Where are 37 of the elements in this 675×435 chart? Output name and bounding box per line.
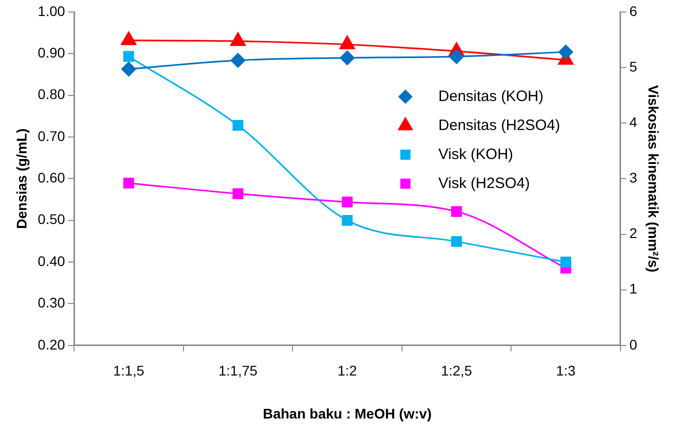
y2-tick-label: 1 xyxy=(629,280,638,297)
point xyxy=(342,214,353,226)
y-tick-label: 0.50 xyxy=(38,211,66,228)
legend-label: Densitas (H2SO4) xyxy=(438,116,560,134)
x-tick-label: 1:1,5 xyxy=(113,362,144,379)
legend-label: Densitas (KOH) xyxy=(438,88,544,105)
point xyxy=(451,236,462,247)
y2-tick-label: 0 xyxy=(629,336,638,352)
y-tick-label: 0.30 xyxy=(38,294,66,311)
y-tick-label: 0.90 xyxy=(38,44,66,61)
point xyxy=(232,188,244,200)
y2-axis-title: Viskosias kinematik (mm²/s) xyxy=(646,85,662,272)
point xyxy=(123,51,134,62)
y2-tick-label: 5 xyxy=(629,58,638,74)
point xyxy=(342,196,353,208)
x-tick-label: 1:3 xyxy=(556,362,576,379)
point xyxy=(451,206,462,217)
y2-tick-label: 3 xyxy=(629,170,638,186)
point xyxy=(232,120,244,131)
y-axis-title: Densias (g/mL) xyxy=(13,128,30,229)
y-tick-label: 0.20 xyxy=(38,336,66,352)
point xyxy=(560,256,572,268)
y2-tick-label: 2 xyxy=(629,225,638,242)
y-tick-label: 0.60 xyxy=(38,170,66,186)
x-tick-label: 1:2,5 xyxy=(440,362,472,379)
y-tick-label: 1.00 xyxy=(38,2,66,19)
x-tick-label: 1:1,75 xyxy=(218,362,258,379)
y-tick-label: 0.80 xyxy=(38,86,66,102)
point xyxy=(123,178,134,189)
y2-tick-label: 4 xyxy=(629,114,638,130)
legend-label: Visk (H2SO4) xyxy=(438,174,530,192)
y-tick-label: 0.40 xyxy=(38,252,66,269)
legend-label: Visk (KOH) xyxy=(438,146,514,163)
x-tick-label: 1:2 xyxy=(337,362,358,379)
y2-tick-label: 6 xyxy=(629,2,638,19)
x-axis-title: Bahan baku : MeOH (w:v) xyxy=(262,405,432,422)
y-tick-label: 0.70 xyxy=(38,128,66,144)
